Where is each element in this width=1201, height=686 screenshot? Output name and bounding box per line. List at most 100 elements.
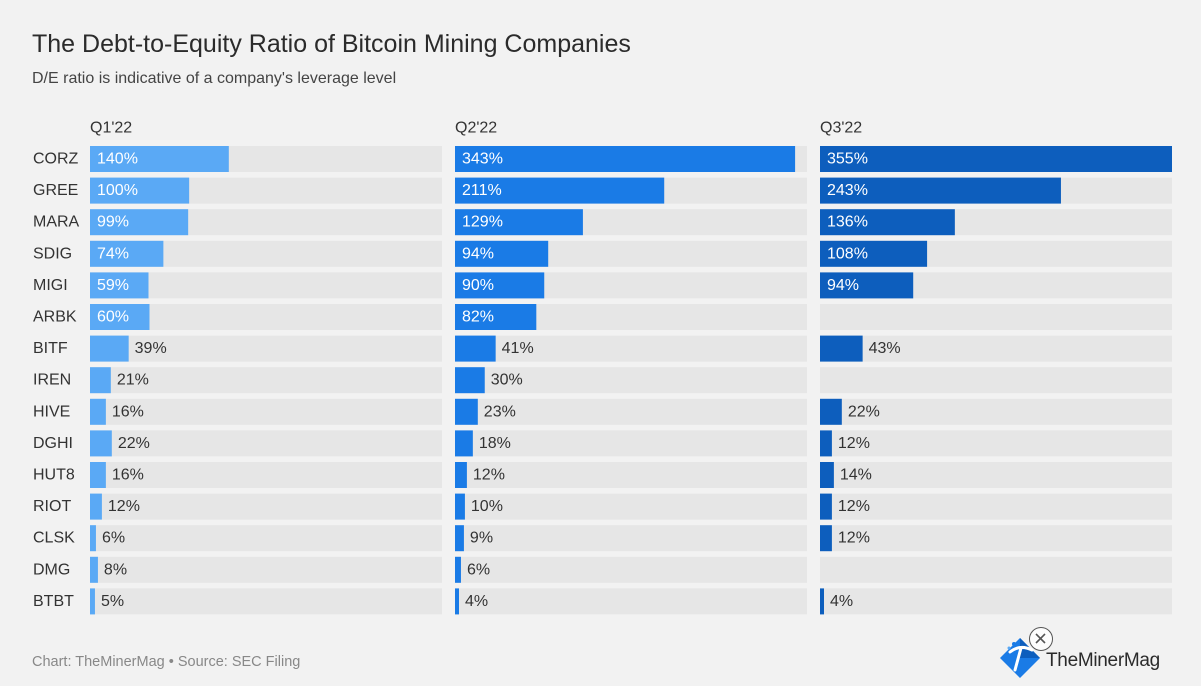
data-label-q222-mara: 129% xyxy=(462,214,503,231)
data-label-q222-riot: 10% xyxy=(471,498,503,515)
data-label-q122-arbk: 60% xyxy=(97,309,129,326)
bar-q222-arbk xyxy=(455,304,537,330)
bar-track-q322-btbt xyxy=(820,588,1172,615)
bar-q322-btbt xyxy=(820,588,824,615)
data-label-q322-btbt: 4% xyxy=(830,593,853,610)
data-label-q322-riot: 12% xyxy=(838,498,870,515)
series-header-q222: Q2'22 xyxy=(455,120,497,137)
bar-track-q322-riot xyxy=(820,493,1172,520)
bar-q222-hut8 xyxy=(455,462,467,488)
bar-q122-dmg xyxy=(90,556,98,583)
data-label-q222-hut8: 12% xyxy=(473,467,505,484)
bar-q122-gree xyxy=(90,177,190,204)
data-label-q322-gree: 243% xyxy=(827,182,868,199)
bar-q322-sdig xyxy=(820,240,928,267)
data-label-q122-hut8: 16% xyxy=(112,467,144,484)
data-label-q222-arbk: 82% xyxy=(462,309,494,326)
bar-q122-arbk xyxy=(90,304,150,330)
bar-q122-hive xyxy=(90,398,106,425)
bar-q122-hut8 xyxy=(90,462,106,488)
bar-track-q222-hut8 xyxy=(455,462,807,488)
bar-q122-corz xyxy=(90,146,229,172)
bar-track-q222-iren xyxy=(455,367,807,394)
bar-q222-dmg xyxy=(455,556,461,583)
bar-track-q122-hut8 xyxy=(90,462,442,488)
category-label-dghi: DGHI xyxy=(33,435,73,452)
bar-q222-clsk xyxy=(455,525,464,552)
chart-subtitle: D/E ratio is indicative of a company's l… xyxy=(32,70,397,87)
bar-track-q222-riot xyxy=(455,493,807,520)
bar-q222-dghi xyxy=(455,430,473,457)
data-label-q122-gree: 100% xyxy=(97,182,138,199)
data-label-q322-corz: 355% xyxy=(827,151,868,168)
bar-q222-riot xyxy=(455,493,465,520)
series-header-q122: Q1'22 xyxy=(90,120,132,137)
data-label-q222-bitf: 41% xyxy=(502,340,534,357)
bar-q222-migi xyxy=(455,272,545,299)
data-label-q222-clsk: 9% xyxy=(470,530,493,547)
bar-q122-sdig xyxy=(90,240,164,267)
data-label-q222-migi: 90% xyxy=(462,277,494,294)
data-label-q122-bitf: 39% xyxy=(135,340,167,357)
bar-q222-mara xyxy=(455,209,583,236)
bar-track-q122-dmg xyxy=(90,556,442,583)
category-label-hive: HIVE xyxy=(33,403,70,420)
category-label-iren: IREN xyxy=(33,372,71,389)
bar-q122-clsk xyxy=(90,525,96,552)
data-label-q222-dghi: 18% xyxy=(479,435,511,452)
bar-q222-gree xyxy=(455,177,665,204)
data-label-q322-bitf: 43% xyxy=(869,340,901,357)
bar-q322-clsk xyxy=(820,525,832,552)
bar-q322-riot xyxy=(820,493,832,520)
bar-chart: CORZ GREE MARA SDIG MIGI ARBK BITF IREN HIVE DGHI… xyxy=(33,120,1172,615)
data-label-q322-hive: 22% xyxy=(848,403,880,420)
category-label-dmg: DMG xyxy=(33,561,70,578)
category-label-migi: MIGI xyxy=(33,277,68,294)
brand-name: TheMinerMag xyxy=(1046,650,1160,671)
bar-q322-hut8 xyxy=(820,462,834,488)
data-label-q122-riot: 12% xyxy=(108,498,140,515)
bar-q322-hive xyxy=(820,398,842,425)
bar-track-q122-iren xyxy=(90,367,442,394)
bar-q222-sdig xyxy=(455,240,549,267)
data-label-q122-corz: 140% xyxy=(97,151,138,168)
bar-track-q322-hive xyxy=(820,398,1172,425)
data-label-q222-hive: 23% xyxy=(484,403,516,420)
bar-q222-bitf xyxy=(455,335,496,362)
data-label-q322-dghi: 12% xyxy=(838,435,870,452)
chart-title: The Debt-to-Equity Ratio of Bitcoin Mini… xyxy=(32,30,631,58)
data-label-q122-sdig: 74% xyxy=(97,245,129,262)
data-label-q322-sdig: 108% xyxy=(827,245,868,262)
category-label-corz: CORZ xyxy=(33,151,79,168)
bar-q322-gree xyxy=(820,177,1061,204)
data-label-q222-gree: 211% xyxy=(462,182,502,199)
data-label-q222-iren: 30% xyxy=(491,372,523,389)
data-label-q222-dmg: 6% xyxy=(467,561,490,578)
category-label-gree: GREE xyxy=(33,182,78,199)
bar-q122-iren xyxy=(90,367,111,394)
bar-track-q322-bitf xyxy=(820,335,1172,362)
bar-q222-hive xyxy=(455,398,478,425)
bar-q122-migi xyxy=(90,272,149,299)
data-label-q322-migi: 94% xyxy=(827,277,859,294)
bar-track-q222-dmg xyxy=(455,556,807,583)
pickaxe-logo-icon xyxy=(1000,638,1040,678)
bar-track-q222-btbt xyxy=(455,588,807,615)
bar-track-q122-migi xyxy=(90,272,442,299)
chart-source: Chart: TheMinerMag • Source: SEC Filing xyxy=(32,654,301,670)
bar-q222-btbt xyxy=(455,588,459,615)
data-label-q222-sdig: 94% xyxy=(462,245,494,262)
bar-q122-dghi xyxy=(90,430,112,457)
data-label-q122-migi: 59% xyxy=(97,277,129,294)
category-label-hut8: HUT8 xyxy=(33,467,75,484)
data-label-q122-mara: 99% xyxy=(97,214,129,231)
data-label-q222-corz: 343% xyxy=(462,151,503,168)
category-label-mara: MARA xyxy=(33,214,80,231)
data-label-q322-mara: 136% xyxy=(827,214,868,231)
category-label-riot: RIOT xyxy=(33,498,71,515)
bar-track-q322-clsk xyxy=(820,525,1172,552)
bar-track-q122-clsk xyxy=(90,525,442,552)
bar-q122-riot xyxy=(90,493,102,520)
close-button[interactable] xyxy=(1029,627,1053,651)
bar-track-q122-bitf xyxy=(90,335,442,362)
